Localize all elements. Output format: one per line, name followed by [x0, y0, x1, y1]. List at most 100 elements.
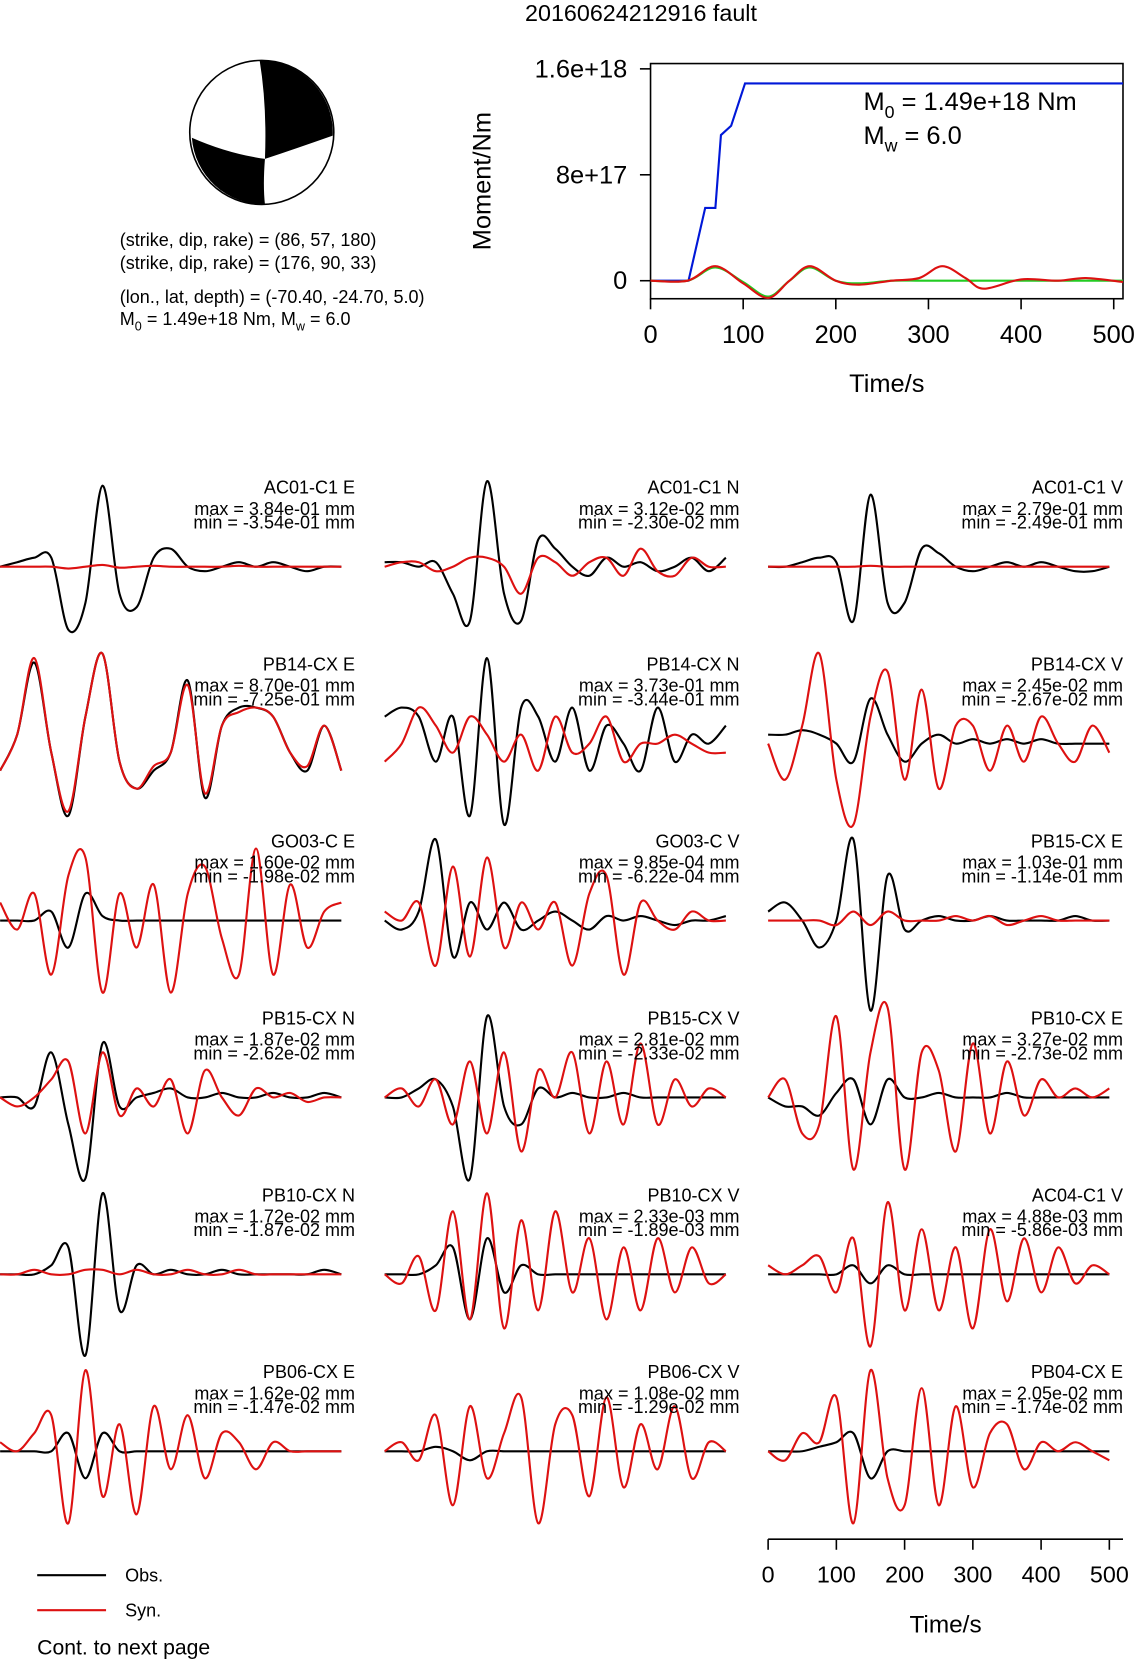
- figure-title: 20160624212916 fault: [525, 0, 757, 26]
- y-tick-label: 1.6e+18: [535, 55, 628, 83]
- y-tick-label: 8e+17: [556, 161, 627, 189]
- x-tick-label: 0: [762, 1562, 775, 1588]
- max-label: max = 2.33e-03 mm: [579, 1206, 740, 1226]
- x-tick-label: 0: [643, 321, 657, 349]
- waveform-trace: [384, 1393, 727, 1525]
- mechanism-text: (strike, dip, rake) = (86, 57, 180): [120, 230, 377, 250]
- waveform-trace: [0, 563, 342, 570]
- waveform-trace: [768, 910, 1110, 927]
- waveform-trace: [383, 706, 726, 772]
- max-label: max = 2.81e-02 mm: [579, 1030, 740, 1050]
- station-label: PB04-CX E: [1031, 1362, 1123, 1382]
- waveform-trace: [384, 1192, 727, 1330]
- max-label: max = 3.12e-02 mm: [579, 499, 740, 519]
- annotation: M0 = 1.49e+18 Nm: [863, 88, 1076, 122]
- station-label: PB10-CX E: [1031, 1008, 1123, 1028]
- station-label: PB06-CX E: [263, 1362, 355, 1382]
- page-note: Cont. to next page: [37, 1637, 210, 1660]
- station-label: PB10-CX V: [647, 1185, 739, 1205]
- waveform-trace: [768, 493, 1110, 624]
- waveform-trace: [767, 651, 1111, 828]
- max-label: max = 2.45e-02 mm: [962, 676, 1123, 696]
- mechanism-text: (strike, dip, rake) = (176, 90, 33): [120, 253, 377, 273]
- waveform-trace: [767, 1201, 1110, 1348]
- station-label: GO03-C E: [271, 831, 355, 851]
- waveform-trace: [384, 838, 727, 959]
- min-label: min = -2.67e-02 mm: [961, 690, 1123, 710]
- station-label: PB14-CX N: [646, 655, 739, 675]
- waveform-trace: [767, 1077, 1110, 1126]
- max-label: max = 8.70e-01 mm: [194, 676, 355, 696]
- station-label: PB15-CX E: [1031, 831, 1123, 851]
- waveform-trace: [384, 657, 727, 826]
- waveform-trace: [767, 1369, 1110, 1525]
- waveform-trace: [768, 697, 1110, 765]
- min-label: min = -1.29e-02 mm: [578, 1397, 740, 1417]
- x-tick-label: 200: [885, 1562, 924, 1588]
- min-label: min = -1.14e-01 mm: [961, 866, 1123, 886]
- station-label: PB10-CX N: [262, 1185, 355, 1205]
- station-label: AC01-C1 E: [264, 478, 355, 498]
- x-axis-title: Time/s: [909, 1611, 981, 1638]
- min-label: min = -1.89e-03 mm: [578, 1220, 740, 1240]
- plot-frame: [649, 62, 1124, 300]
- min-label: min = -2.33e-02 mm: [578, 1043, 740, 1063]
- station-label: AC04-C1 V: [1032, 1185, 1123, 1205]
- station-label: PB14-CX V: [1031, 655, 1123, 675]
- station-label: AC01-C1 V: [1032, 478, 1123, 498]
- legend-label: Obs.: [125, 1566, 163, 1586]
- moment-curve: [650, 265, 1124, 299]
- min-label: min = -6.22e-04 mm: [578, 866, 740, 886]
- annotation-part: M: [863, 122, 884, 150]
- mechanism-text: M0 = 1.49e+18 Nm, Mw = 6.0: [120, 309, 351, 333]
- mechanism-text-part: M: [120, 309, 135, 329]
- x-tick-label: 500: [1093, 321, 1135, 349]
- compressional-quadrant: [191, 137, 265, 205]
- min-label: min = -2.73e-02 mm: [961, 1043, 1123, 1063]
- min-label: min = -3.44e-01 mm: [578, 690, 740, 710]
- annotation-part: w: [884, 136, 898, 156]
- max-label: max = 1.87e-02 mm: [194, 1030, 355, 1050]
- waveform-trace: [0, 891, 342, 949]
- min-label: min = -2.62e-02 mm: [193, 1043, 355, 1063]
- x-tick-label: 200: [815, 321, 857, 349]
- station-label: PB15-CX V: [647, 1008, 739, 1028]
- min-label: min = -2.30e-02 mm: [578, 513, 740, 533]
- mechanism-text-part: = 1.49e+18 Nm, M: [142, 309, 296, 329]
- annotation: Mw = 6.0: [863, 122, 961, 156]
- max-label: max = 1.62e-02 mm: [194, 1383, 355, 1403]
- y-tick-label: 0: [613, 267, 627, 295]
- min-label: min = -5.86e-03 mm: [961, 1220, 1123, 1240]
- x-tick-label: 400: [1022, 1562, 1061, 1588]
- min-label: min = -1.87e-02 mm: [193, 1220, 355, 1240]
- max-label: max = 1.03e-01 mm: [962, 853, 1123, 873]
- waveform-trace: [0, 484, 342, 634]
- annotation-part: = 6.0: [897, 122, 961, 150]
- min-label: min = -1.74e-02 mm: [961, 1397, 1123, 1417]
- x-tick-label: 300: [953, 1562, 992, 1588]
- waveform-trace: [384, 480, 727, 628]
- waveform-trace: [384, 856, 726, 976]
- mechanism-text: (lon., lat, depth) = (-70.40, -24.70, 5.…: [120, 287, 425, 307]
- legend-label: Syn.: [125, 1601, 161, 1621]
- waveform-trace: [768, 1430, 1110, 1480]
- waveform-trace: [384, 1237, 726, 1321]
- compressional-quadrant: [259, 60, 333, 159]
- station-label: AC01-C1 N: [647, 478, 739, 498]
- x-tick-label: 400: [1000, 321, 1042, 349]
- x-axis-title: Time/s: [849, 370, 924, 398]
- x-tick-label: 500: [1090, 1562, 1129, 1588]
- max-label: max = 9.85e-04 mm: [579, 853, 740, 873]
- waveform-trace: [767, 1000, 1110, 1171]
- x-tick-label: 300: [907, 321, 949, 349]
- waveform-trace: [768, 1264, 1110, 1285]
- waveform-trace: [0, 651, 343, 813]
- mechanism-text-part: = 6.0: [305, 309, 351, 329]
- waveform-trace: [384, 1445, 726, 1462]
- waveform-trace: [0, 847, 342, 994]
- station-label: PB14-CX E: [263, 655, 355, 675]
- moment-curve: [650, 82, 1123, 282]
- min-label: min = -2.49e-01 mm: [961, 513, 1123, 533]
- annotation-part: = 1.49e+18 Nm: [895, 88, 1077, 116]
